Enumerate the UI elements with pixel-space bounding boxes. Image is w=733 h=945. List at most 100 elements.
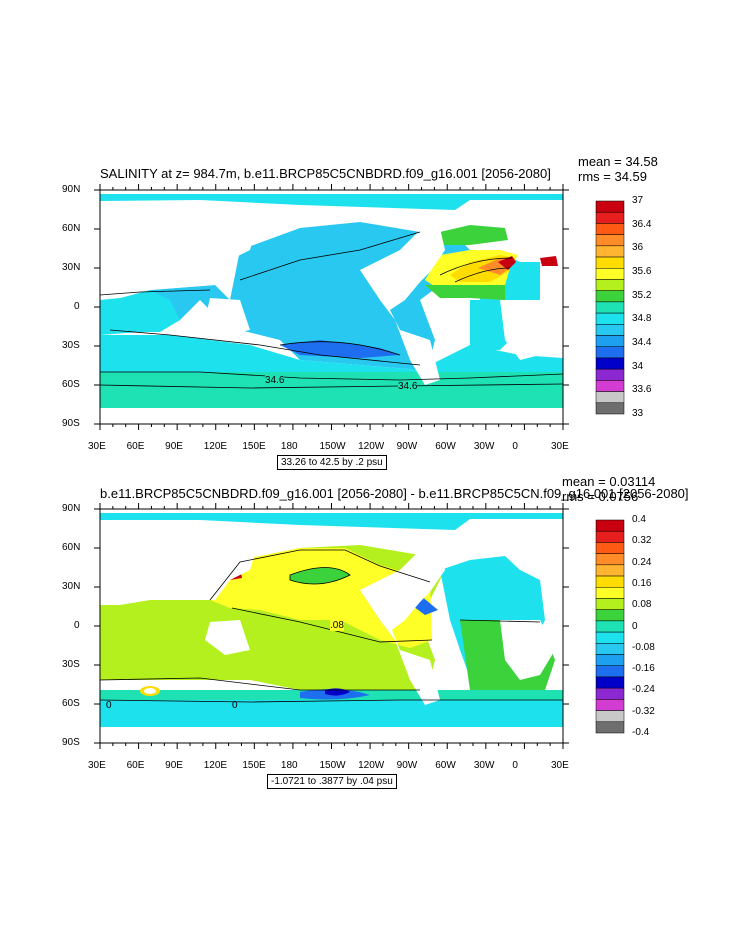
lon-label: 30E	[88, 760, 106, 771]
legend-swatch	[595, 357, 625, 370]
lon-label: 120W	[358, 441, 385, 452]
legend-label: 33	[632, 408, 644, 419]
lon-label: 90E	[165, 441, 183, 452]
legend-swatch	[595, 575, 625, 588]
legend-swatch	[595, 268, 625, 280]
legend-swatch	[595, 312, 625, 325]
bottom-lat-label: 30N	[62, 581, 81, 592]
top-map-title: SALINITY at z= 984.7m, b.e11.BRCP85C5CNB…	[100, 166, 551, 181]
lon-label: 60W	[435, 760, 456, 771]
legend-swatch	[595, 643, 625, 655]
top-range-box: 33.26 to 42.5 by .2 psu	[277, 455, 387, 470]
legend-label: 34	[632, 360, 644, 372]
legend-swatch	[595, 564, 625, 577]
legend-swatch	[595, 234, 625, 247]
legend-swatch	[595, 721, 625, 734]
legend-swatch	[595, 279, 625, 291]
bottom-lat-label: 90N	[62, 503, 81, 514]
legend-swatch	[595, 598, 625, 610]
lon-label: 90W	[396, 441, 418, 452]
legend-swatch	[595, 553, 625, 566]
top-lat-label: 30N	[62, 262, 81, 273]
bottom-legend	[595, 519, 625, 734]
lon-label: 90W	[396, 760, 418, 771]
legend-label: 35.6	[632, 266, 652, 277]
legend-swatch	[595, 699, 625, 711]
legend-label: -0.16	[632, 663, 655, 675]
legend-label: 0.4	[632, 514, 646, 525]
legend-label: 0.08	[632, 599, 652, 611]
lon-label: 150W	[319, 441, 346, 452]
top-contour-label-2: 34.6	[398, 381, 418, 392]
top-map-field	[100, 190, 563, 424]
lon-label: 120E	[203, 441, 228, 452]
lon-label: 30E	[551, 441, 569, 452]
legend-swatch	[595, 346, 625, 359]
lon-label: 60E	[126, 760, 145, 771]
legend-label: -0.08	[632, 641, 655, 653]
lon-label: 60W	[435, 441, 456, 452]
lon-label: 60E	[126, 441, 145, 452]
lon-label: 30E	[88, 441, 106, 452]
top-contour-label-1: 34.6	[265, 375, 285, 386]
legend-swatch	[595, 290, 625, 303]
bottom-lat-label: 60N	[62, 542, 81, 553]
bottom-mean-label: mean = 0.03114	[562, 474, 656, 489]
legend-swatch	[595, 211, 625, 224]
lon-label: 30W	[473, 441, 495, 452]
bottom-range-box: -1.0721 to .3877 by .04 psu	[267, 774, 397, 789]
top-lat-label: 90S	[62, 418, 80, 429]
legend-swatch	[595, 324, 625, 336]
lon-label: 120W	[358, 760, 385, 771]
legend-swatch	[595, 676, 625, 689]
legend-swatch	[595, 542, 625, 554]
legend-swatch	[595, 200, 625, 213]
lon-label: 90E	[165, 760, 183, 771]
legend-swatch	[595, 519, 625, 532]
legend-label: 37	[632, 195, 644, 206]
legend-swatch	[595, 256, 625, 269]
lon-label: 150E	[242, 760, 266, 771]
top-mean-label: mean = 34.58	[578, 154, 658, 169]
legend-label: 0.16	[632, 577, 652, 589]
top-lat-label: 0	[74, 301, 80, 312]
legend-label: -0.32	[632, 705, 655, 717]
legend-label: 36	[632, 242, 644, 254]
lon-label: 180	[280, 441, 298, 452]
legend-swatch	[595, 687, 625, 700]
top-rms-label: rms = 34.59	[578, 169, 648, 184]
legend-label: -0.24	[632, 684, 655, 696]
legend-label: 35.2	[632, 289, 652, 301]
lon-label: 150E	[242, 441, 266, 452]
legend-swatch	[595, 368, 625, 381]
legend-label: 33.6	[632, 384, 652, 396]
legend-swatch	[595, 223, 625, 235]
legend-label: 0.24	[632, 556, 652, 568]
lon-label: 120E	[203, 760, 228, 771]
legend-label: 36.4	[632, 218, 652, 230]
legend-swatch	[595, 380, 625, 392]
bottom-contour-label-1: .08	[330, 620, 344, 631]
lon-label: 0	[512, 441, 518, 452]
legend-swatch	[595, 530, 625, 543]
legend-swatch	[595, 620, 625, 633]
bottom-lat-label: 60S	[62, 698, 80, 709]
bottom-rms-label: rms = 0.0756	[562, 489, 639, 504]
legend-swatch	[595, 654, 625, 666]
lon-label: 30W	[473, 760, 495, 771]
legend-swatch	[595, 335, 625, 347]
legend-label: 0	[632, 620, 638, 632]
bottom-lat-label: 30S	[62, 659, 80, 670]
top-lat-label: 60N	[62, 223, 81, 234]
legend-swatch	[595, 587, 625, 599]
bottom-contour-label-3: 0	[232, 700, 238, 711]
legend-label: 34.8	[632, 313, 652, 325]
bottom-lat-label: 0	[74, 620, 80, 631]
legend-swatch	[595, 391, 625, 404]
lon-label: 180	[280, 760, 298, 771]
top-lat-label: 60S	[62, 379, 80, 390]
legend-swatch	[595, 402, 625, 415]
top-legend	[595, 200, 625, 415]
bottom-lat-label: 90S	[62, 737, 80, 748]
